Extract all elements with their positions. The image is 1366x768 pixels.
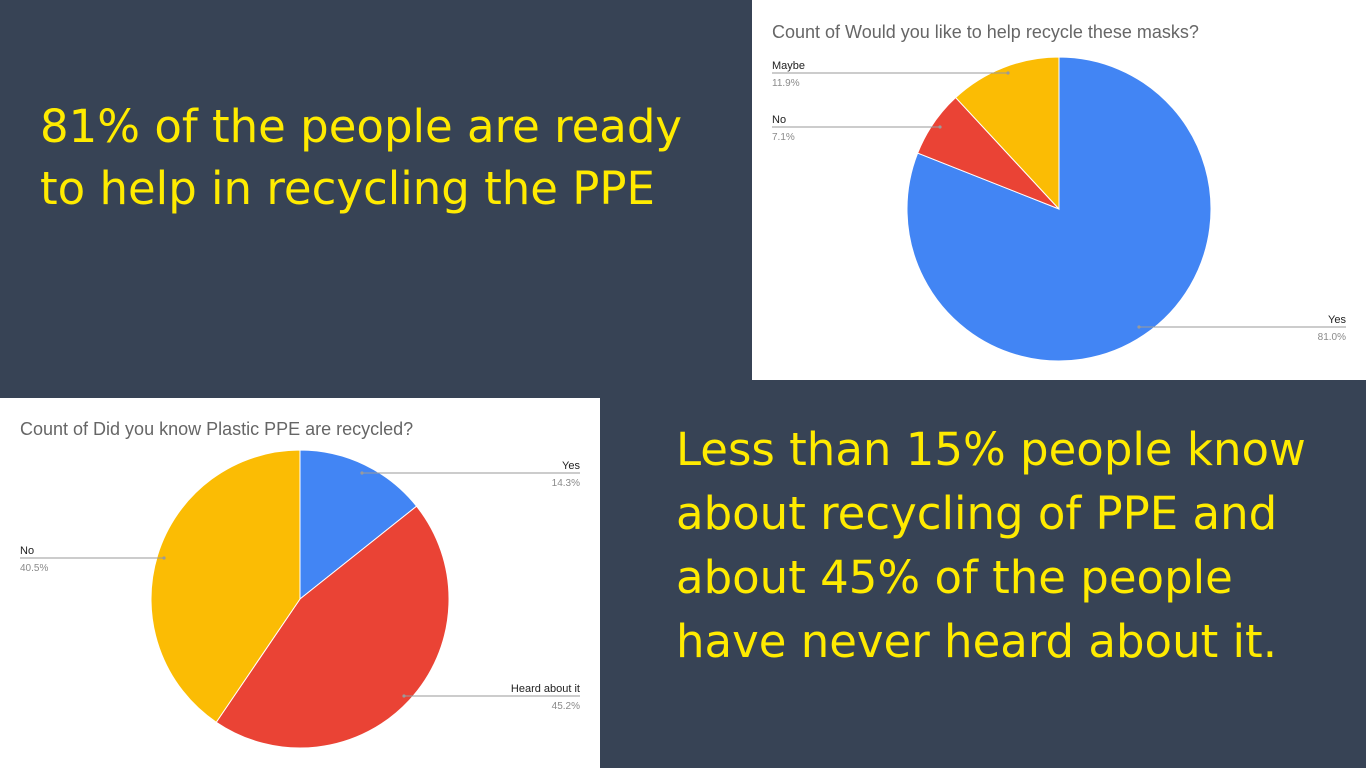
pie-slice-heard-about-it [215,505,450,749]
slice-label-heard-about-it: Heard about it [511,683,580,695]
pie-slice-yes [299,449,418,601]
leader-dot-maybe [1006,71,1010,75]
slice-percent-no: 7.1% [772,132,795,143]
pie-slice-maybe [954,56,1060,211]
slice-percent-yes: 14.3% [552,478,580,489]
slice-percent-yes: 81.0% [1318,332,1346,343]
pie-chart-recycle-masks: Count of Would you like to help recycle … [772,22,1346,362]
chart-title: Count of Did you know Plastic PPE are re… [20,419,413,439]
leader-dot-heard-about-it [402,694,406,698]
slice-label-maybe: Maybe [772,60,805,72]
chart-card-recycle-masks: Count of Would you like to help recycle … [752,0,1366,380]
chart-title: Count of Would you like to help recycle … [772,22,1199,42]
slice-label-no: No [772,114,786,126]
slice-percent-heard-about-it: 45.2% [552,701,580,712]
headline-ready-to-help: 81% of the people are ready to help in r… [40,100,683,215]
slice-label-no: No [20,545,34,557]
headline-ppe-awareness: Less than 15% people know about recyclin… [676,423,1306,668]
leader-dot-yes [360,471,364,475]
leader-dot-yes [1137,325,1141,329]
slice-percent-no: 40.5% [20,563,48,574]
pie-slice-no [150,449,301,723]
pie-chart-ppe-recycled: Count of Did you know Plastic PPE are re… [20,419,580,749]
leader-dot-no [938,125,942,129]
slice-label-yes: Yes [562,460,580,472]
slice-label-yes: Yes [1328,314,1346,326]
leader-dot-no [162,556,166,560]
chart-card-ppe-recycled: Count of Did you know Plastic PPE are re… [0,398,600,768]
slice-percent-maybe: 11.9% [772,78,800,89]
